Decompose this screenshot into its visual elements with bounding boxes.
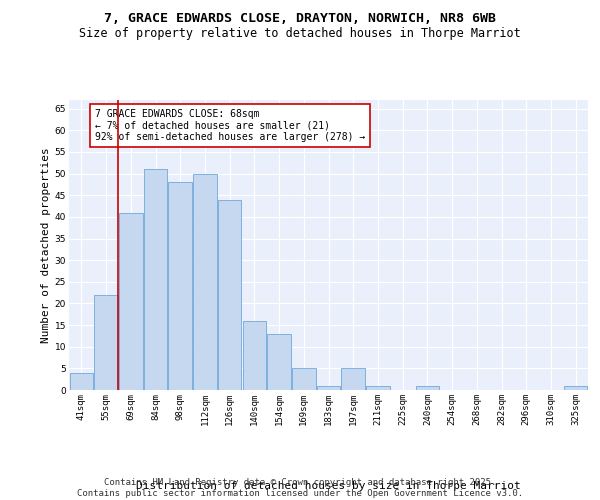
Bar: [242, 320, 266, 390]
Text: Size of property relative to detached houses in Thorpe Marriot: Size of property relative to detached ho…: [79, 28, 521, 40]
Y-axis label: Number of detached properties: Number of detached properties: [41, 147, 50, 343]
Bar: [341, 368, 365, 390]
Bar: [70, 372, 93, 390]
Bar: [119, 212, 143, 390]
Bar: [193, 174, 217, 390]
Bar: [292, 368, 316, 390]
Bar: [366, 386, 389, 390]
Bar: [564, 386, 587, 390]
Bar: [317, 386, 340, 390]
Bar: [218, 200, 241, 390]
Bar: [268, 334, 291, 390]
Bar: [144, 170, 167, 390]
Bar: [94, 295, 118, 390]
Bar: [416, 386, 439, 390]
Bar: [169, 182, 192, 390]
Text: 7, GRACE EDWARDS CLOSE, DRAYTON, NORWICH, NR8 6WB: 7, GRACE EDWARDS CLOSE, DRAYTON, NORWICH…: [104, 12, 496, 26]
Text: Contains HM Land Registry data © Crown copyright and database right 2025.
Contai: Contains HM Land Registry data © Crown c…: [77, 478, 523, 498]
X-axis label: Distribution of detached houses by size in Thorpe Marriot: Distribution of detached houses by size …: [136, 480, 521, 490]
Text: 7 GRACE EDWARDS CLOSE: 68sqm
← 7% of detached houses are smaller (21)
92% of sem: 7 GRACE EDWARDS CLOSE: 68sqm ← 7% of det…: [95, 108, 365, 142]
